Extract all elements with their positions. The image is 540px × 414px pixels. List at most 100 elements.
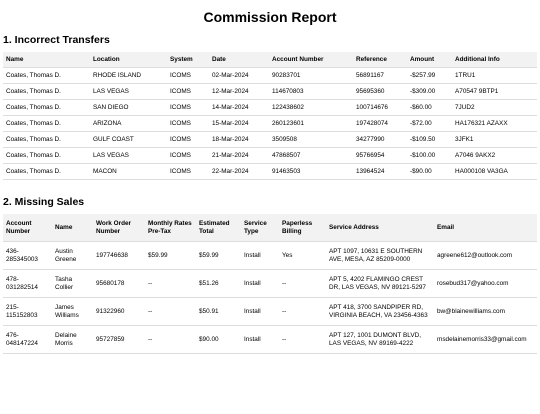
table-cell: 95766954 [353,147,407,164]
table-cell: 21-Mar-2024 [209,147,269,164]
table-cell: Install [241,269,279,298]
table-cell: LAS VEGAS [90,83,167,100]
table-row: Coates, Thomas D. LAS VEGAS ICOMS 21-Mar-20… [3,147,537,164]
table-cell: ICOMS [167,67,209,84]
table-cell: Coates, Thomas D. [3,147,90,164]
table-body: Coates, Thomas D. RHODE ISLAND ICOMS 02-Mar… [3,67,537,180]
table-row: Coates, Thomas D. LAS VEGAS ICOMS 12-Mar-20… [3,83,537,100]
column-header: Monthly Rates Pre-Tax [145,214,196,242]
table-row: Coates, Thomas D. SAN DIEGO ICOMS 14-Mar-20… [3,99,537,116]
table-cell: APT 5, 4202 FLAMINGO CREST DR, LAS VEGAS… [326,269,434,298]
table-cell: -- [145,325,196,354]
table-cell: 122438602 [269,99,353,116]
column-header: System [167,52,209,68]
table-cell: MACON [90,163,167,180]
column-header: Additional Info [452,52,537,68]
table-cell: -- [145,297,196,326]
table-cell: 1TRU1 [452,67,537,84]
table-cell: -$90.00 [407,163,452,180]
table-body: 436-285345003 Austin Greene 197746638 $59.9… [3,241,537,354]
transfers-table: Name Location System Date Account Number Refe… [3,52,537,180]
table-cell: ICOMS [167,83,209,100]
table-cell: Install [241,297,279,326]
column-header: Service Address [326,214,434,242]
column-header: Service Type [241,214,279,242]
table-cell: Austin Greene [52,241,93,270]
table-cell: Coates, Thomas D. [3,115,90,132]
table-cell: Coates, Thomas D. [3,67,90,84]
table-cell: 91322960 [93,297,145,326]
table-cell: 91463503 [269,163,353,180]
table-cell: Tasha Collier [52,269,93,298]
table-row: Coates, Thomas D. MACON ICOMS 22-Mar-2024 91… [3,163,537,180]
table-cell: -- [279,269,326,298]
table-cell: $90.00 [196,325,241,354]
table-row: 478-031282514 Tasha Collier 95680178 -- $51.… [3,269,537,298]
table-cell: $50.91 [196,297,241,326]
table-row: Coates, Thomas D. ARIZONA ICOMS 15-Mar-2024… [3,115,537,132]
table-cell: APT 1097, 10631 E SOUTHERN AVE, MESA, AZ… [326,241,434,270]
table-cell: 12-Mar-2024 [209,83,269,100]
column-header: Amount [407,52,452,68]
table-cell: 95727859 [93,325,145,354]
column-header: Account Number [269,52,353,68]
table-cell: bw@blainewilliams.com [434,297,537,326]
table-cell: HA000108 VA3GA [452,163,537,180]
table-cell: 436-285345003 [3,241,52,270]
table-row: Coates, Thomas D. GULF COAST ICOMS 18-Mar-2… [3,131,537,148]
table-cell: Delaine Morris [52,325,93,354]
column-header: Paperless Billing [279,214,326,242]
table-cell: 260123601 [269,115,353,132]
table-cell: -- [279,325,326,354]
section: 1. Incorrect Transfers Name Location Syste… [0,33,540,180]
table-cell: ICOMS [167,147,209,164]
column-header: Date [209,52,269,68]
column-header: Reference [353,52,407,68]
table-cell: 34277990 [353,131,407,148]
table-cell: msdelainemorris33@gmail.com [434,325,537,354]
table-cell: 197428074 [353,115,407,132]
table-cell: $59.99 [145,241,196,270]
section-heading: 1. Incorrect Transfers [3,34,110,46]
table-cell: James Williams [52,297,93,326]
table-cell: agreene612@outlook.com [434,241,537,270]
page: Commission Report 1. Incorrect Transfers… [0,9,540,414]
table-cell: 95695360 [353,83,407,100]
table-row: Coates, Thomas D. RHODE ISLAND ICOMS 02-Mar… [3,67,537,84]
column-header: Email [434,214,537,242]
table-cell: $59.99 [196,241,241,270]
table-row: 476-048147224 Delaine Morris 95727859 -- $90… [3,325,537,354]
table-cell: 02-Mar-2024 [209,67,269,84]
header-row: Account Number Name Work Order Number Month… [3,214,537,242]
table-cell: $51.26 [196,269,241,298]
table-row: 436-285345003 Austin Greene 197746638 $59.9… [3,241,537,270]
table-cell: 3JFK1 [452,131,537,148]
table-row: 215-115152803 James Williams 91322960 -- $50… [3,297,537,326]
table-cell: 7JUD2 [452,99,537,116]
table-cell: A70547 9BTP1 [452,83,537,100]
column-header: Account Number [3,214,52,242]
table-cell: Yes [279,241,326,270]
table-cell: -$257.99 [407,67,452,84]
header-row: Name Location System Date Account Number Refe… [3,52,537,68]
table-cell: 114670803 [269,83,353,100]
table-cell: A7046 9AKX2 [452,147,537,164]
column-header: Name [52,214,93,242]
table-cell: rosebud317@yahoo.com [434,269,537,298]
table-cell: -$309.00 [407,83,452,100]
section-heading: 2. Missing Sales [3,196,85,208]
table-cell: 47868507 [269,147,353,164]
table-cell: 14-Mar-2024 [209,99,269,116]
report-title: Commission Report [203,9,337,25]
table-cell: 3509508 [269,131,353,148]
table-cell: 215-115152803 [3,297,52,326]
table-cell: ICOMS [167,131,209,148]
table-cell: 100714676 [353,99,407,116]
table-head: Name Location System Date Account Number Refe… [3,52,537,68]
table-cell: 478-031282514 [3,269,52,298]
table-cell: -$72.00 [407,115,452,132]
table-cell: ICOMS [167,163,209,180]
table-cell: 22-Mar-2024 [209,163,269,180]
table-cell: 56891167 [353,67,407,84]
table-cell: 476-048147224 [3,325,52,354]
